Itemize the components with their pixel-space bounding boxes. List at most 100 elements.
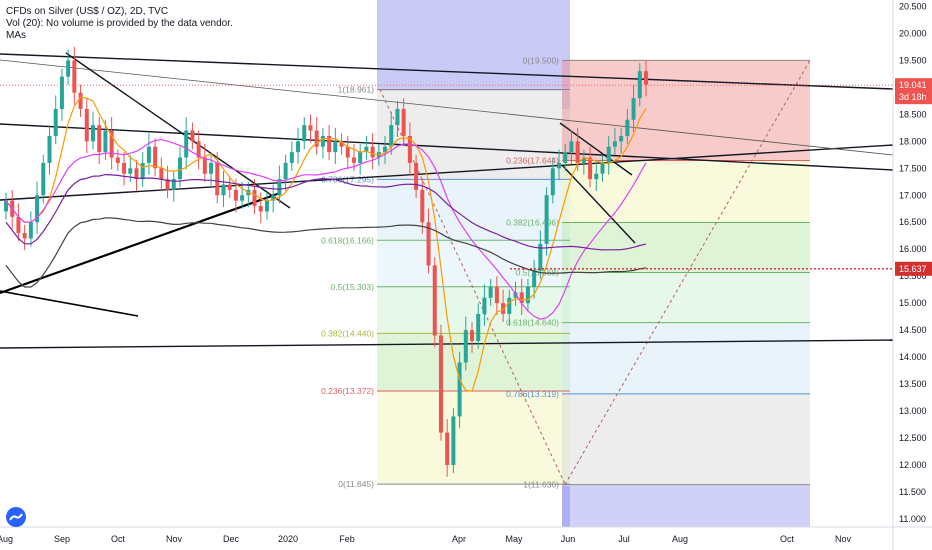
candle-body <box>78 92 83 109</box>
candle-body <box>482 297 487 314</box>
candle-body <box>383 146 388 153</box>
ma-fast-line <box>5 96 647 392</box>
y-tick-label: 12.000 <box>899 460 927 470</box>
x-tick-label: Oct <box>780 534 795 544</box>
x-tick-label: Feb <box>339 534 355 544</box>
candle-body <box>221 184 226 196</box>
candle-body <box>631 98 636 120</box>
trend-line <box>561 164 636 244</box>
tradingview-logo-icon[interactable] <box>6 507 26 527</box>
candle-body <box>557 162 562 169</box>
x-tick-label: Oct <box>111 534 126 544</box>
candle-body <box>426 222 431 266</box>
x-tick-label: May <box>505 534 523 544</box>
y-tick-label: 16.500 <box>899 217 927 227</box>
y-tick-label: 13.500 <box>899 379 927 389</box>
candle-body <box>308 125 313 131</box>
ma-slow-b-line <box>5 217 647 288</box>
candle-body <box>606 146 611 163</box>
candle-body <box>401 108 406 136</box>
candle-body <box>320 135 325 147</box>
fib-left-label: 0.5(15.303) <box>331 282 375 292</box>
candle-body <box>414 162 419 190</box>
y-tick-label: 13.000 <box>899 406 927 416</box>
candle-body <box>109 130 114 158</box>
y-tick-label: 20.500 <box>899 1 927 11</box>
y-tick-label: 18.500 <box>899 109 927 119</box>
last-price-tag-value: 19.041 <box>899 80 927 90</box>
candle-body <box>128 168 133 174</box>
trend-line <box>0 191 281 295</box>
candle-body <box>202 157 207 174</box>
date-range-mid <box>562 91 570 109</box>
fib-left-zone <box>377 333 570 391</box>
candle-body <box>122 162 127 174</box>
date-range-bottom <box>562 486 570 527</box>
candle-body <box>457 362 462 417</box>
candle-body <box>177 157 182 180</box>
candle-body <box>289 152 294 163</box>
candle-body <box>90 125 95 142</box>
candle-body <box>296 141 301 153</box>
candle-body <box>420 189 425 223</box>
fib-right-label: 0.5(15.568) <box>516 268 560 278</box>
candle-body <box>644 71 648 85</box>
candle-body <box>600 162 605 174</box>
fib-right-zone <box>562 160 810 223</box>
candle-body <box>66 60 71 77</box>
x-tick-label: 2020 <box>278 534 298 544</box>
x-tick-label: Dec <box>223 534 240 544</box>
ma-label[interactable]: MAs <box>6 30 26 41</box>
candle-body <box>569 141 574 153</box>
chart-title: CFDs on Silver (US$ / OZ), 2D, TVC <box>6 6 169 17</box>
candle-body <box>389 125 394 147</box>
candle-body <box>327 135 332 153</box>
candle-body <box>519 292 524 304</box>
candle-body <box>252 189 257 207</box>
candle-body <box>525 286 530 304</box>
y-tick-label: 20.000 <box>899 28 927 38</box>
candle-body <box>588 157 593 180</box>
candle-body <box>209 162 214 174</box>
fib-right-zone <box>562 393 810 485</box>
candle-body <box>16 216 21 234</box>
candle-body <box>41 162 46 196</box>
y-tick-label: 14.000 <box>899 352 927 362</box>
candle-body <box>271 195 276 201</box>
last-price-tag-countdown: 3d 18h <box>899 92 927 102</box>
fib-right-zone <box>562 222 810 273</box>
candle-body <box>339 141 344 147</box>
trend-line <box>0 59 894 156</box>
date-range-top <box>377 0 570 91</box>
candle-body <box>47 135 52 163</box>
candle-body <box>258 206 263 212</box>
y-tick-label: 17.000 <box>899 190 927 200</box>
fib-left-label: 0(11.645) <box>338 479 374 489</box>
y-tick-label: 14.500 <box>899 325 927 335</box>
candle-body <box>532 270 537 287</box>
trend-line <box>65 52 291 209</box>
y-tick-label: 11.500 <box>899 487 926 497</box>
fib-left-zone <box>377 89 570 180</box>
candle-body <box>494 286 499 304</box>
x-tick-label: Sep <box>54 534 70 544</box>
fib-right-zone <box>562 60 810 161</box>
candle-body <box>53 108 58 136</box>
fib-left-label: 0.382(14.440) <box>321 328 374 338</box>
x-tick-label: Aug <box>0 534 13 544</box>
ma-mid-line <box>5 139 647 320</box>
candle-body <box>215 162 220 196</box>
candle-body <box>59 76 64 109</box>
candle-body <box>463 330 468 363</box>
candle-body <box>563 152 568 163</box>
candle-body <box>370 146 375 158</box>
y-tick-label: 11.000 <box>899 514 926 524</box>
candle-body <box>513 292 518 298</box>
fib-right-label: 0(19.500) <box>523 55 560 65</box>
candle-body <box>146 146 151 163</box>
candle-body <box>190 130 195 142</box>
fib-left-label: 1(18.961) <box>338 84 375 94</box>
candle-body <box>333 141 338 153</box>
candle-body <box>438 335 443 433</box>
